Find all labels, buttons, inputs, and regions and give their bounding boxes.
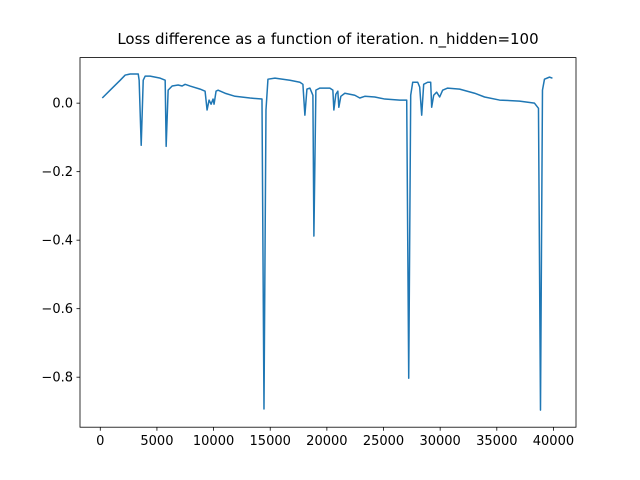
y-tick-label: −0.4 — [41, 234, 73, 249]
x-tick-label: 15000 — [250, 434, 291, 449]
x-tick-label: 5000 — [140, 434, 173, 449]
x-tick-label: 30000 — [419, 434, 460, 449]
plot-frame — [79, 57, 577, 428]
y-tick-label: −0.8 — [41, 371, 73, 386]
data-line — [101, 73, 553, 411]
y-tick-label: 0.0 — [52, 97, 73, 112]
x-tick-label: 40000 — [533, 434, 574, 449]
x-tick-label: 0 — [96, 434, 104, 449]
y-tick-label: −0.2 — [41, 165, 73, 180]
chart-title: Loss difference as a function of iterati… — [117, 30, 538, 49]
y-tick-label: −0.6 — [41, 302, 73, 317]
x-tick-label: 20000 — [306, 434, 347, 449]
x-tick-label: 10000 — [193, 434, 234, 449]
x-tick-label: 25000 — [363, 434, 404, 449]
x-tick-label: 35000 — [476, 434, 517, 449]
